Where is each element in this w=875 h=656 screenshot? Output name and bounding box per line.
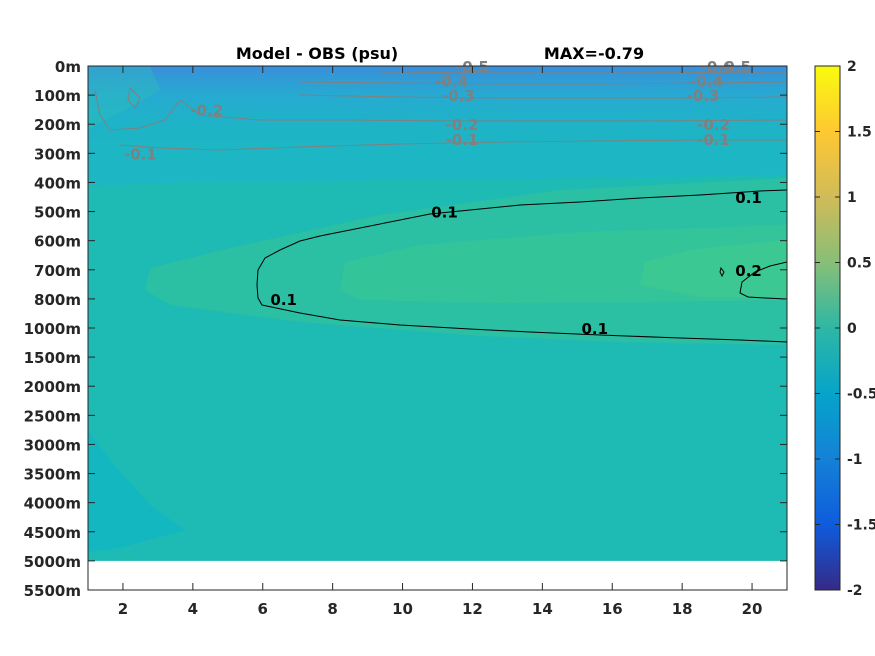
colorbar-tick-label: 1.5 — [847, 125, 872, 141]
contour-0.2-small — [719, 266, 725, 278]
contour-label: -0.4 — [435, 73, 468, 91]
contour-label: 0.1 — [735, 189, 762, 207]
max-label: MAX=-0.79 — [544, 44, 644, 63]
contour-neg-0.1-left — [127, 86, 141, 109]
y-tick-label: 4000m — [24, 495, 81, 513]
colorbar-tick-label: 2 — [847, 59, 857, 75]
y-tick-label: 800m — [34, 291, 81, 309]
contour-label: 0.1 — [431, 204, 458, 222]
contour-label: -0.4 — [690, 73, 723, 91]
x-tick-label: 16 — [602, 600, 623, 618]
chart-title: Model - OBS (psu) — [236, 44, 398, 63]
colorbar-ticks: 2 1.5 1 0.5 0 -0.5 -1 -1.5 -2 — [815, 59, 875, 599]
field-deep-left — [88, 430, 185, 552]
contour-neg-0.3 — [299, 94, 787, 99]
plot-area — [88, 66, 787, 561]
y-tick-label: 4500m — [24, 524, 81, 542]
x-tick-label: 14 — [532, 600, 553, 618]
contour-label: -0.2 — [697, 116, 730, 134]
contour-neg-0.4 — [299, 81, 787, 85]
contour-neg-0.1 — [119, 139, 787, 151]
y-tick-label: 600m — [34, 233, 81, 251]
colorbar-tick-label: -1.5 — [847, 518, 875, 534]
colorbar-tick-label: -1 — [847, 452, 863, 468]
colorbar-tick-label: 0 — [847, 321, 857, 337]
contour-label: 0.1 — [581, 320, 608, 338]
x-tick-label: 2 — [118, 600, 128, 618]
contour-label: -0.3 — [687, 87, 720, 105]
y-tick-label: 700m — [34, 262, 81, 280]
y-tick-label: 1000m — [24, 320, 81, 338]
y-tick-label: 0m — [55, 58, 81, 76]
contour-neg-0.2 — [94, 89, 787, 131]
y-axis: 0m 100m 200m 300m 400m 500m 600m 700m 800m 1000m 1… — [24, 58, 787, 600]
y-tick-label: 5500m — [24, 582, 81, 600]
contour-label: -0.1 — [446, 131, 479, 149]
x-tick-label: 20 — [742, 600, 763, 618]
y-tick-label: 3000m — [24, 436, 81, 454]
y-tick-label: 2000m — [24, 378, 81, 396]
contour-label: -0.1 — [697, 131, 730, 149]
colorbar-tick-label: -0.5 — [847, 387, 875, 403]
colorbar-tick-label: 1 — [847, 190, 857, 206]
y-tick-label: 2500m — [24, 407, 81, 425]
y-tick-label: 300m — [34, 145, 81, 163]
contour-label: -0.6 — [701, 58, 734, 76]
x-tick-label: 12 — [462, 600, 483, 618]
y-tick-label: 400m — [34, 174, 81, 192]
contour-0.2 — [739, 261, 787, 300]
colorbar: 2 1.5 1 0.5 0 -0.5 -1 -1.5 -2 — [814, 59, 875, 599]
contour-label: -0.1 — [124, 145, 157, 163]
x-tick-label: 6 — [258, 600, 268, 618]
x-tick-label: 18 — [672, 600, 693, 618]
field-upper-left-lobe — [88, 66, 160, 130]
x-axis: 2 4 6 8 10 12 14 16 18 20 — [118, 66, 763, 618]
no-data-region — [88, 560, 787, 561]
contour-label: 0.1 — [270, 291, 297, 309]
contour-label: -0.2 — [190, 102, 223, 120]
x-tick-label: 8 — [327, 600, 337, 618]
x-tick-label: 4 — [188, 600, 198, 618]
contour-label: -0.5 — [718, 58, 751, 76]
contour-0.1 — [256, 189, 787, 343]
x-tick-label: 10 — [392, 600, 413, 618]
contour-lines — [94, 71, 787, 343]
contour-label: -0.2 — [446, 116, 479, 134]
contour-label: 0.2 — [735, 262, 762, 280]
colorbar-tick-label: -2 — [847, 583, 863, 599]
y-tick-label: 5000m — [24, 553, 81, 571]
contour-label: -0.3 — [442, 87, 475, 105]
contour-labels: 0.10.10.10.10.2-0.1-0.1 -0.1-0.2-0.2 -0.2-… — [124, 58, 762, 338]
y-tick-label: 200m — [34, 116, 81, 134]
contour-neg-0.5 — [379, 71, 787, 74]
field-surface-gradient — [88, 66, 787, 156]
colorbar-tick-label: 0.5 — [847, 256, 872, 272]
y-tick-label: 3500m — [24, 466, 81, 484]
y-tick-label: 500m — [34, 204, 81, 222]
y-tick-label: 100m — [34, 87, 81, 105]
y-tick-label: 1500m — [24, 349, 81, 367]
field-core-peak — [640, 240, 787, 298]
